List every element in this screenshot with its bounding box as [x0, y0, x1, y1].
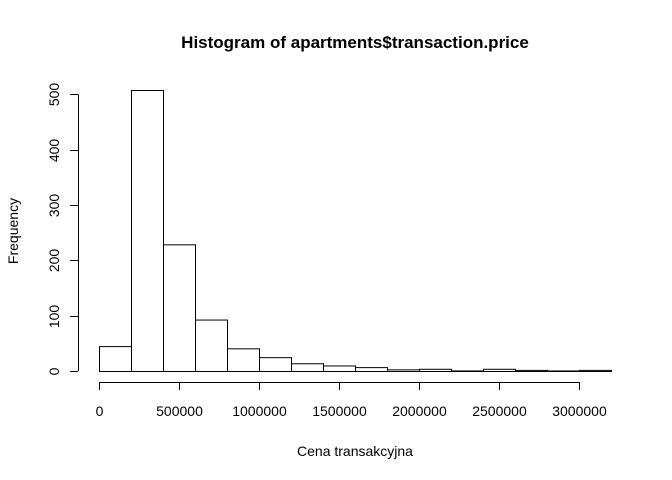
bars-group — [99, 90, 612, 373]
x-tick-label-1: 500000 — [156, 403, 203, 419]
y-tick-label-0: 0 — [46, 367, 62, 375]
histogram-bar-3 — [195, 319, 228, 373]
histogram-bar-6 — [291, 363, 324, 373]
y-axis: 0 100 200 300 400 500 — [46, 83, 79, 375]
x-tick-label-3: 1500000 — [312, 403, 367, 419]
histogram-bar-13 — [515, 369, 548, 373]
x-tick-label-2: 1000000 — [232, 403, 287, 419]
histogram-bar-9 — [387, 369, 420, 372]
y-tick-label-2: 200 — [46, 249, 62, 273]
histogram-bar-0 — [99, 346, 132, 373]
histogram-bar-11 — [451, 370, 484, 372]
y-axis-label: Frequency — [5, 198, 21, 264]
histogram-bar-1 — [131, 90, 164, 372]
histogram-bar-4 — [227, 348, 260, 372]
x-axis-label: Cena transakcyjna — [297, 443, 413, 459]
x-tick-label-6: 3000000 — [552, 403, 607, 419]
chart-title: Histogram of apartments$transaction.pric… — [181, 33, 529, 52]
histogram-bar-15 — [579, 369, 612, 373]
x-axis: 0 500000 1000000 1500000 2000000 2500000 30000… — [96, 382, 607, 419]
y-tick-label-1: 100 — [46, 305, 62, 329]
x-tick-label-4: 2000000 — [392, 403, 447, 419]
histogram-bar-5 — [259, 357, 292, 373]
histogram-bar-8 — [355, 367, 388, 373]
histogram-bar-12 — [483, 368, 516, 373]
x-tick-label-0: 0 — [96, 403, 104, 419]
histogram-bar-14 — [547, 370, 580, 372]
x-tick-label-5: 2500000 — [472, 403, 527, 419]
y-tick-label-5: 500 — [46, 83, 62, 107]
histogram-bar-7 — [323, 365, 356, 373]
histogram-bar-2 — [163, 244, 196, 372]
histogram-bar-10 — [419, 368, 452, 373]
y-tick-label-3: 300 — [46, 194, 62, 218]
y-tick-label-4: 400 — [46, 139, 62, 163]
